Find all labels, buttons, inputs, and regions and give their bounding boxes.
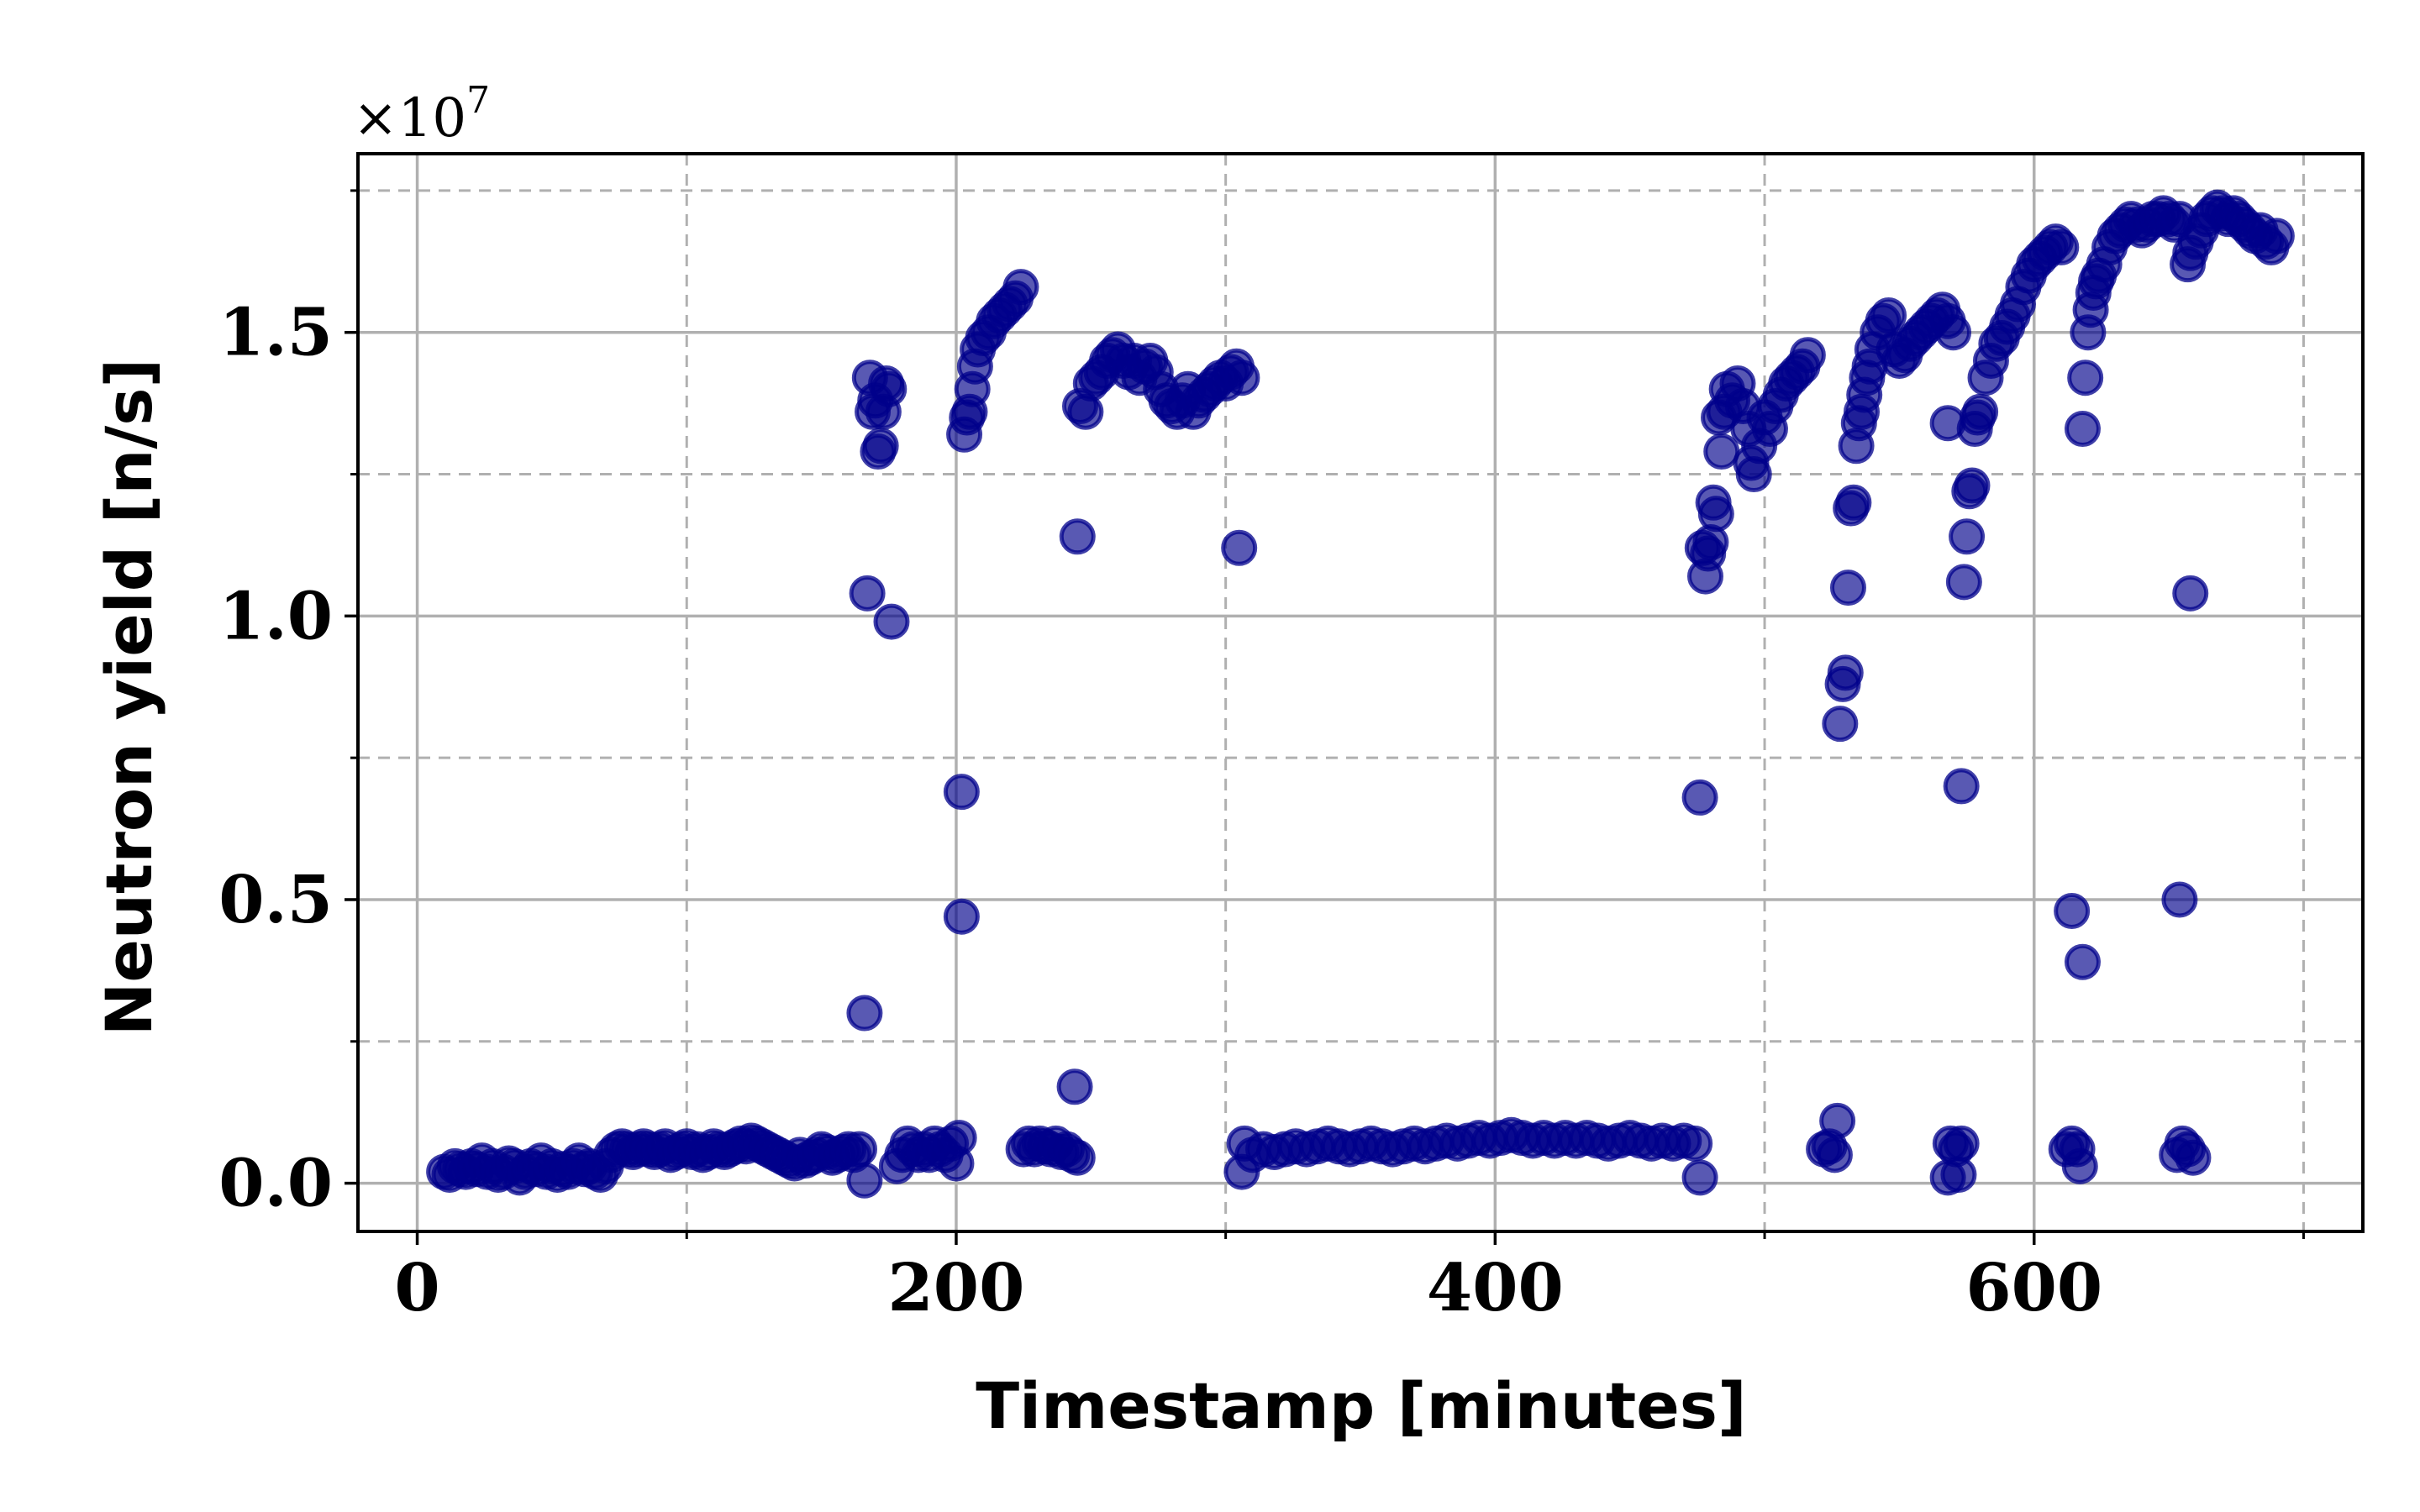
- data-point: [2172, 575, 2209, 612]
- y-tick-label: 0.0: [218, 1146, 333, 1222]
- data-point: [1954, 467, 1991, 504]
- data-point: [2258, 218, 2295, 255]
- data-point: [1059, 1139, 1096, 1176]
- data-point: [841, 1131, 877, 1168]
- x-tick-label: 600: [1965, 1250, 2102, 1326]
- x-tick-label: 0: [394, 1250, 439, 1326]
- data-point: [1681, 779, 1718, 816]
- data-point: [1816, 1137, 1853, 1173]
- data-point: [2061, 1147, 2098, 1184]
- data-points: [426, 189, 2295, 1199]
- y-multiplier-label: ×107: [353, 79, 490, 150]
- data-point: [1002, 269, 1039, 306]
- data-point: [1056, 1068, 1093, 1105]
- data-point: [2064, 943, 2101, 980]
- data-point: [1822, 706, 1859, 743]
- data-point: [2054, 892, 2091, 929]
- data-point: [846, 1162, 883, 1199]
- data-point: [1945, 564, 1982, 601]
- data-point: [1676, 1125, 1713, 1162]
- data-point: [1819, 1102, 1856, 1139]
- data-point: [871, 370, 908, 407]
- data-point: [849, 575, 886, 612]
- data-point: [940, 1120, 977, 1157]
- data-point: [1827, 654, 1864, 691]
- data-point: [1789, 337, 1826, 374]
- data-point: [1223, 360, 1260, 396]
- data-point: [1829, 570, 1866, 606]
- data-point: [943, 774, 980, 811]
- data-point: [1221, 529, 1258, 566]
- data-point: [1870, 297, 1907, 333]
- x-tick-label: 400: [1427, 1250, 1564, 1326]
- data-point: [2161, 881, 2198, 918]
- data-point: [1943, 1125, 1980, 1162]
- data-point: [2043, 228, 2080, 265]
- data-point: [1697, 496, 1734, 533]
- axis-ticks: [345, 189, 2305, 1245]
- y-axis-label: Neutron yield [n/s]: [92, 359, 166, 1036]
- data-point: [1962, 393, 1999, 430]
- plot-frame: [356, 152, 2365, 1233]
- tick-labels: 0 200 400 600 0.0 0.5 1.0 1.5: [218, 295, 2102, 1326]
- data-point: [1949, 518, 1986, 555]
- data-point: [1940, 1156, 1977, 1193]
- grid-lines: [358, 154, 2363, 1231]
- data-point: [2067, 360, 2104, 396]
- data-point: [1935, 314, 1972, 351]
- data-point: [1059, 518, 1096, 555]
- data-point: [1943, 768, 1980, 805]
- y-tick-label: 1.0: [218, 578, 333, 654]
- data-point: [2175, 1139, 2212, 1176]
- data-point: [862, 428, 899, 465]
- data-point: [846, 995, 883, 1032]
- y-tick-label: 1.5: [218, 295, 333, 371]
- x-tick-label: 200: [888, 1250, 1025, 1326]
- y-tick-label: 0.5: [218, 862, 333, 938]
- data-point: [1703, 433, 1740, 470]
- data-point: [1681, 1159, 1718, 1196]
- data-point: [873, 603, 910, 640]
- x-axis-label: Timestamp [minutes]: [976, 1368, 1747, 1443]
- data-point: [1835, 484, 1872, 521]
- data-point: [2064, 411, 2101, 448]
- data-point: [943, 898, 980, 935]
